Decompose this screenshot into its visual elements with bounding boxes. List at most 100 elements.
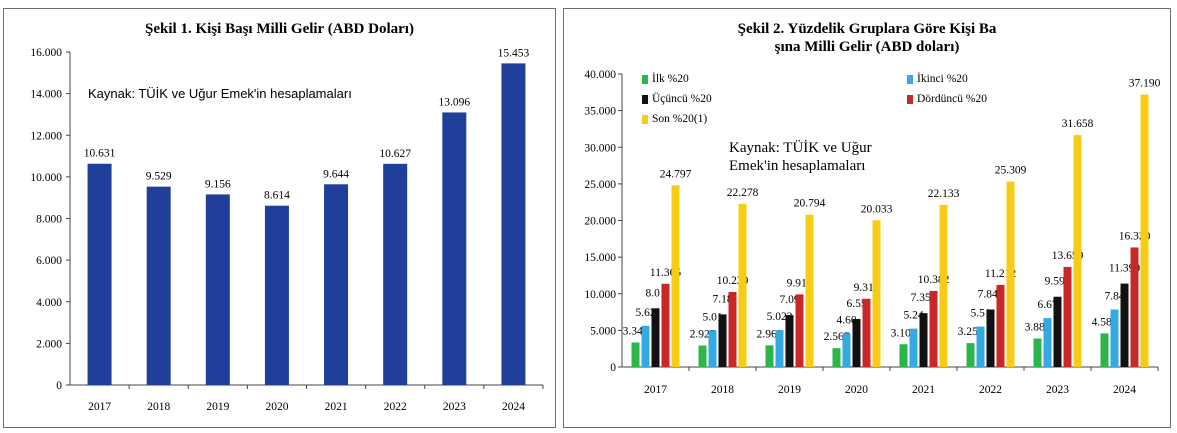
right-legend-item: İkinci %20 [907,73,968,85]
right-bar [718,314,727,367]
right-bar [1053,296,1062,367]
right-bar-value-label: 20.794 [794,198,826,210]
right-bar [698,345,707,367]
right-bar [805,214,814,367]
right-x-tick-label: 2017 [644,384,667,396]
right-bar-value-label: 20.033 [861,203,893,215]
right-bar [986,309,995,367]
right-legend-label: Dördüncü %20 [917,93,987,105]
left-bar [146,186,171,385]
right-bar [966,343,975,367]
right-bar [765,345,774,367]
right-bar [708,330,717,367]
left-x-tick-label: 2021 [325,401,348,413]
left-bar-value-label: 9.644 [323,168,349,180]
right-bar [661,283,670,367]
right-bar [939,204,948,367]
right-bar-value-label: 8.01 [645,287,665,299]
right-legend-label: Son %20(1) [652,113,708,125]
right-bar [641,325,650,367]
left-bar [264,205,289,385]
left-x-tick-label: 2024 [502,401,525,413]
chart-panel-right: Şekil 2. Yüzdelik Gruplara Göre Kişi Ba … [563,8,1171,428]
right-bar [1130,247,1139,367]
right-legend-swatch [642,114,648,124]
left-bar [205,194,230,385]
left-y-tick-label: 2.000 [36,338,62,350]
right-bar [728,291,737,367]
right-x-tick-label: 2018 [711,384,734,396]
right-bar [1043,318,1052,367]
left-y-tick-label: 10.000 [30,172,62,184]
left-x-tick-label: 2020 [265,401,288,413]
right-legend-item: İlk %20 [642,73,689,85]
left-bar-value-label: 8.614 [264,190,290,202]
right-bar [1120,283,1129,367]
right-chart-title-line2: şına Milli Gelir (ABD doları) [774,39,960,55]
left-x-tick-label: 2022 [384,401,407,413]
right-bar-value-label: 7.84 [1104,291,1124,303]
right-y-tick-label: 15.000 [584,252,616,264]
right-bar [996,284,1005,367]
right-bar [1063,266,1072,367]
right-x-tick-label: 2020 [845,384,868,396]
left-bar [324,184,349,385]
left-bar-value-label: 15.453 [498,47,530,59]
left-bar [442,112,467,385]
right-bar [651,308,660,367]
left-bar-value-label: 9.529 [146,171,172,183]
left-y-tick-label: 8.000 [36,214,62,226]
left-y-tick-label: 14.000 [30,89,62,101]
right-bar-value-label: 6.67 [1037,299,1057,311]
right-bar-value-label: 31.658 [1062,118,1094,130]
right-x-tick-label: 2023 [1046,384,1069,396]
right-bar-value-label: 5.01 [702,311,722,323]
right-bar-value-label: 22.133 [928,188,960,200]
left-y-tick-label: 4.000 [36,297,62,309]
right-bar-value-label: 22.278 [727,187,759,199]
right-y-tick-label: 5.000 [590,325,616,337]
left-chart-title: Şekil 1. Kişi Başı Milli Gelir (ABD Dola… [145,21,414,37]
left-bar-value-label: 10.627 [379,148,411,160]
right-legend-swatch [642,94,648,104]
right-legend-item: Son %20(1) [642,113,707,125]
right-bar [1033,338,1042,367]
right-x-tick-label: 2024 [1113,384,1136,396]
right-bar [1073,135,1082,367]
left-chart-source-note: Kaynak: TÜİK ve Uğur Emek'in hesaplamala… [88,86,352,101]
right-bar [1006,181,1015,367]
right-x-tick-label: 2022 [979,384,1002,396]
right-y-tick-label: 0 [610,362,616,374]
right-bar [775,330,784,367]
right-bar [976,326,985,367]
left-bar [383,163,408,385]
right-y-tick-label: 20.000 [584,216,616,228]
right-bar [785,315,794,367]
right-legend-label: Üçüncü %20 [652,93,712,105]
left-x-tick-label: 2018 [147,401,170,413]
right-y-tick-label: 30.000 [584,142,616,154]
right-bar [842,333,851,367]
right-bar [1100,333,1109,367]
right-legend-swatch [907,74,913,84]
right-bar [872,220,881,367]
right-x-tick-label: 2021 [912,384,935,396]
right-legend-label: İlk %20 [652,73,689,85]
right-x-tick-label: 2019 [778,384,801,396]
right-bar [795,294,804,367]
right-y-tick-label: 35.000 [584,106,616,118]
right-y-tick-label: 25.000 [584,179,616,191]
right-bar [1110,309,1119,367]
right-legend-item: Dördüncü %20 [907,93,987,105]
left-x-tick-label: 2017 [88,401,111,413]
right-legend-item: Üçüncü %20 [642,93,712,105]
right-bar [671,185,680,367]
right-bar [909,328,918,367]
right-bar-value-label: 4.60 [836,314,856,326]
chart-panel-left: Şekil 1. Kişi Başı Milli Gelir (ABD Dola… [3,8,556,428]
right-chart-source-note-line1: Kaynak: TÜİK ve Uğur [729,140,872,156]
right-bar-value-label: 5.51 [970,308,990,320]
right-bar-value-label: 13.659 [1052,250,1084,262]
left-bar [501,63,526,386]
left-x-tick-label: 2023 [443,401,466,413]
